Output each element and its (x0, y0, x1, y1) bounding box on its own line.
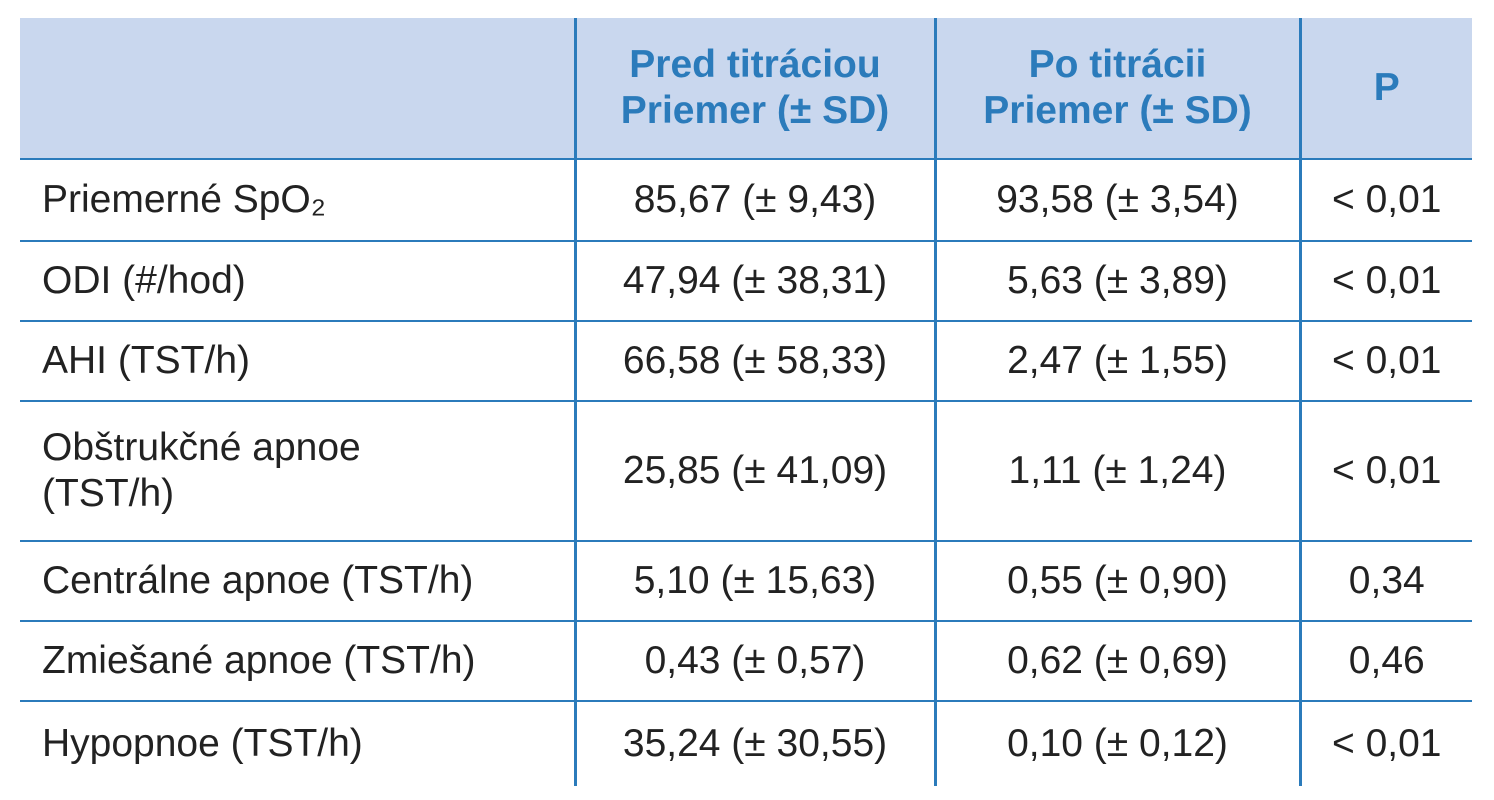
header-cell: P (1298, 18, 1472, 159)
text-line: Priemerné SpO₂ (42, 178, 326, 221)
cell: 0,10 (± 0,12) (933, 700, 1300, 786)
cell: 2,47 (± 1,55) (933, 320, 1300, 401)
row-label: AHI (TST/h) (20, 320, 575, 401)
cell: 5,10 (± 15,63) (573, 540, 935, 621)
text-line: ODI (#/hod) (42, 259, 246, 302)
data-table: Pred titráciou Priemer (± SD) Po titrácii P… (20, 18, 1472, 786)
cell: < 0,01 (1298, 158, 1472, 241)
table-wrap: Pred titráciou Priemer (± SD) Po titrácii P… (20, 18, 1472, 790)
body-row: Hypopnoe (TST/h) 35,24 (± 30,55) 0,10 (± 0… (20, 700, 1472, 786)
cell: 25,85 (± 41,09) (573, 400, 935, 541)
cell: 85,67 (± 9,43) (573, 158, 935, 241)
cell: 0,34 (1298, 540, 1472, 621)
text-line: Centrálne apnoe (TST/h) (42, 559, 474, 602)
row-label: Centrálne apnoe (TST/h) (20, 540, 575, 621)
text-line: P (1373, 66, 1400, 109)
text-line: AHI (TST/h) (42, 339, 251, 382)
cell: 66,58 (± 58,33) (573, 320, 935, 401)
body-row: Obštrukčné apnoe (TST/h) 25,85 (± 41,09) 1,… (20, 400, 1472, 541)
cell: < 0,01 (1298, 240, 1472, 321)
row-label: ODI (#/hod) (20, 240, 575, 321)
body-row: Zmiešané apnoe (TST/h) 0,43 (± 0,57) 0,62 … (20, 620, 1472, 701)
text-line: Obštrukčné apnoe (42, 426, 361, 469)
row-label: Obštrukčné apnoe (TST/h) (20, 400, 575, 541)
text-line: Pred titráciou (629, 43, 881, 86)
cell: 0,55 (± 0,90) (933, 540, 1300, 621)
header-row: Pred titráciou Priemer (± SD) Po titrácii P… (20, 18, 1472, 159)
row-label: Zmiešané apnoe (TST/h) (20, 620, 575, 701)
row-label: Hypopnoe (TST/h) (20, 700, 575, 786)
cell: 0,46 (1298, 620, 1472, 701)
body-row: Priemerné SpO₂ 85,67 (± 9,43) 93,58 (± 3,5… (20, 158, 1472, 241)
text-line: Po titrácii (1028, 43, 1207, 86)
header-cell: Pred titráciou Priemer (± SD) (573, 18, 935, 159)
body-row: AHI (TST/h) 66,58 (± 58,33) 2,47 (± 1,55) <… (20, 320, 1472, 401)
header-cell: Po titrácii Priemer (± SD) (933, 18, 1300, 159)
cell: < 0,01 (1298, 400, 1472, 541)
text-line: Hypopnoe (TST/h) (42, 722, 363, 765)
cell: 0,43 (± 0,57) (573, 620, 935, 701)
cell: 0,62 (± 0,69) (933, 620, 1300, 701)
header-cell (20, 18, 575, 159)
row-label: Priemerné SpO₂ (20, 158, 575, 241)
text-line: Priemer (± SD) (983, 89, 1252, 132)
cell: < 0,01 (1298, 700, 1472, 786)
cell: 35,24 (± 30,55) (573, 700, 935, 786)
cell: 93,58 (± 3,54) (933, 158, 1300, 241)
text-line: Zmiešané apnoe (TST/h) (42, 639, 476, 682)
text-line: Priemer (± SD) (620, 89, 890, 132)
cell: 1,11 (± 1,24) (933, 400, 1300, 541)
text-line: (TST/h) (42, 472, 175, 515)
body-row: Centrálne apnoe (TST/h) 5,10 (± 15,63) 0,5… (20, 540, 1472, 621)
cell: 47,94 (± 38,31) (573, 240, 935, 321)
cell: < 0,01 (1298, 320, 1472, 401)
body-row: ODI (#/hod) 47,94 (± 38,31) 5,63 (± 3,89) <… (20, 240, 1472, 321)
cell: 5,63 (± 3,89) (933, 240, 1300, 321)
